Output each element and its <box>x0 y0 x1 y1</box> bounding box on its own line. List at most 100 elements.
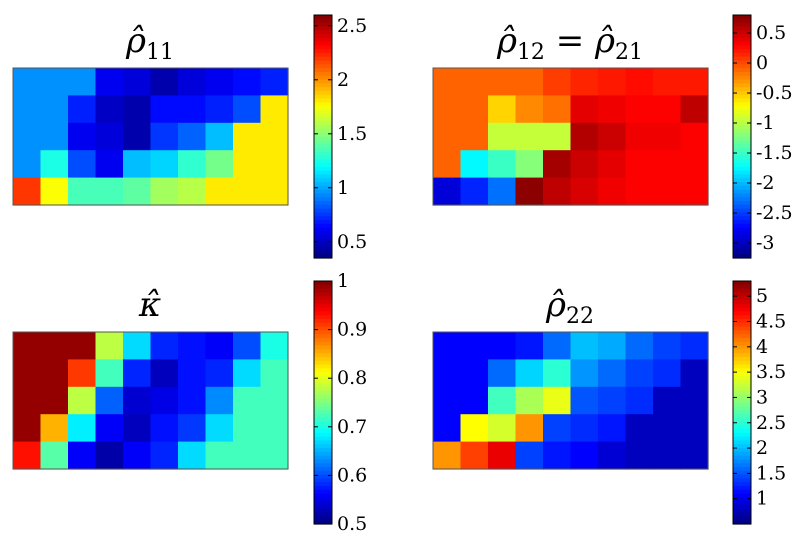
colorbar-segment <box>733 303 751 309</box>
heatmap-cell <box>433 122 462 151</box>
colorbar-segment <box>314 155 332 160</box>
heatmap-cell <box>150 122 179 151</box>
colorbar-segment <box>314 231 332 236</box>
heatmap-cell <box>680 414 709 443</box>
colorbar-segment <box>314 322 332 328</box>
colorbar-segment <box>733 425 751 430</box>
colorbar-tick-label: -1.5 <box>756 142 793 164</box>
heatmap-cell <box>515 177 544 206</box>
colorbar-segment <box>733 64 751 69</box>
heatmap-cell <box>515 68 544 96</box>
colorbar-segment <box>314 201 332 206</box>
colorbar-tick-label: 1 <box>337 177 349 199</box>
colorbar-segment <box>314 151 332 157</box>
colorbar-tick-label: 5 <box>756 285 768 307</box>
heatmap-cell <box>205 386 234 415</box>
colorbar-segment <box>733 432 751 438</box>
heatmap-cell <box>150 68 179 96</box>
heatmap-cell <box>488 122 517 151</box>
heatmap-cell <box>123 332 152 360</box>
heatmap-cell <box>13 122 42 151</box>
colorbar-segment <box>733 429 751 434</box>
colorbar-segment <box>314 474 332 480</box>
heatmap-rho22 <box>433 332 709 470</box>
heatmap-cell <box>150 95 179 124</box>
colorbar-segment <box>314 486 332 491</box>
heatmap-cell <box>433 68 462 96</box>
colorbar-segment <box>733 102 751 107</box>
colorbar-segment <box>314 353 332 358</box>
colorbar-segment <box>314 318 332 324</box>
colorbar-segment <box>314 489 332 495</box>
heatmap-cell <box>433 332 462 360</box>
colorbar-segment <box>314 448 332 453</box>
colorbar-segment <box>733 326 751 331</box>
colorbar-segment <box>733 71 751 77</box>
colorbar-segment <box>733 121 751 126</box>
colorbar-tick-label: 3 <box>756 386 768 408</box>
colorbar-segment <box>733 372 751 377</box>
colorbar-segment <box>733 174 751 179</box>
colorbar-segment <box>733 474 751 480</box>
heatmap-cell <box>205 414 234 443</box>
colorbar-segment <box>314 174 332 179</box>
colorbar-segment <box>733 98 751 103</box>
heatmap-cell <box>233 122 262 151</box>
colorbar-segment <box>314 246 332 252</box>
colorbar-segment <box>733 79 751 84</box>
heatmap-cell <box>260 441 289 470</box>
heatmap-cell <box>68 441 97 470</box>
heatmap-cell <box>68 332 97 360</box>
colorbar-segment <box>314 497 332 502</box>
heatmap-cell <box>205 177 234 206</box>
panel-title-rho22: ρ̂22 <box>545 285 594 329</box>
colorbar-segment <box>733 318 751 324</box>
colorbar-tick-label: 4.5 <box>756 311 786 333</box>
colorbar-segment <box>314 379 332 385</box>
heatmap-cell <box>68 150 97 179</box>
heatmap-cell <box>488 95 517 124</box>
heatmap-cell <box>543 95 572 124</box>
colorbar-segment <box>314 281 332 286</box>
colorbar-segment <box>733 147 751 153</box>
colorbar-segment <box>314 49 332 54</box>
colorbar-segment <box>314 478 332 483</box>
heatmap-cell <box>598 122 627 151</box>
colorbar-segment <box>314 147 332 153</box>
colorbar-segment <box>733 87 751 92</box>
heatmap-cell <box>543 68 572 96</box>
heatmap-cell <box>598 414 627 443</box>
colorbar-segment <box>733 349 751 354</box>
heatmap-cell <box>433 150 462 179</box>
colorbar-segment <box>733 201 751 206</box>
heatmap-cell <box>205 332 234 360</box>
colorbar-segment <box>733 60 751 65</box>
colorbar-segment <box>733 49 751 54</box>
heatmap-cell <box>178 414 207 443</box>
colorbar-segment <box>733 242 751 248</box>
heatmap-cell <box>460 441 489 470</box>
colorbar-segment <box>314 296 332 301</box>
heatmap-cell <box>515 414 544 443</box>
colorbar-segment <box>733 299 751 305</box>
colorbar-segment <box>733 288 751 293</box>
heatmap-cell <box>178 150 207 179</box>
colorbar-segment <box>733 227 751 233</box>
heatmap-cell <box>515 386 544 415</box>
heatmap-cell <box>543 414 572 443</box>
colorbar-segment <box>733 459 751 464</box>
colorbar-segment <box>314 417 332 423</box>
colorbar-segment <box>314 136 332 141</box>
heatmap-rho12 <box>433 68 709 206</box>
colorbar-segment <box>314 421 332 426</box>
colorbar-segment <box>314 75 332 81</box>
heatmap-cell <box>570 150 599 179</box>
heatmap-cell <box>95 414 124 443</box>
heatmap-cell <box>260 150 289 179</box>
colorbar-segment <box>733 345 751 350</box>
heatmap-cell <box>598 441 627 470</box>
heatmap-cell <box>625 359 654 388</box>
colorbar-segment <box>314 292 332 297</box>
colorbar-segment <box>314 109 332 115</box>
heatmap-cell <box>178 122 207 151</box>
